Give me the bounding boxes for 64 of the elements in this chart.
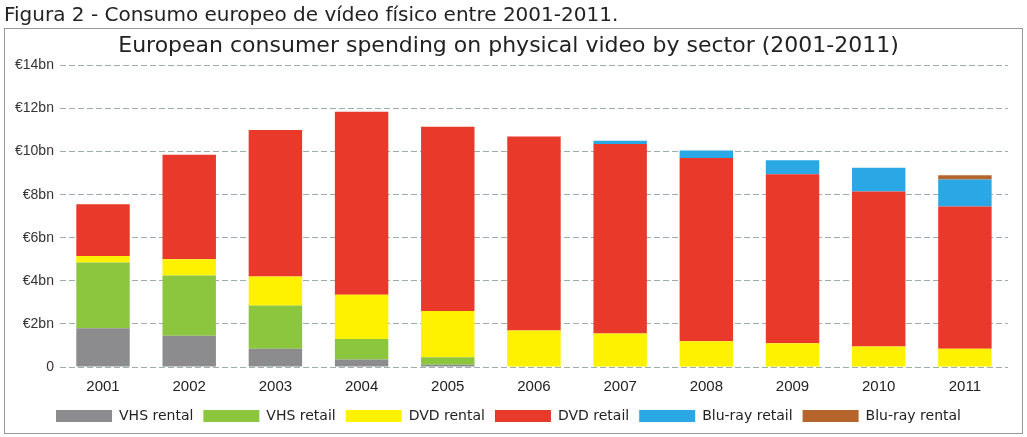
bar xyxy=(334,111,389,295)
y-tick-label: €6bn xyxy=(22,228,54,245)
x-tick-label: 2011 xyxy=(948,377,982,395)
bar xyxy=(334,294,389,339)
bar xyxy=(76,262,130,329)
x-tick-label: 2002 xyxy=(172,377,206,395)
bar xyxy=(421,357,475,365)
bar xyxy=(76,256,130,263)
y-tick-label: €8bn xyxy=(22,185,54,202)
chart-subtitle: European consumer spending on physical video by sector (2001-2011) xyxy=(118,31,899,57)
bar xyxy=(421,310,475,358)
bar xyxy=(679,150,734,159)
x-tick-label: 2001 xyxy=(86,377,120,395)
bar xyxy=(679,158,734,342)
bar xyxy=(421,126,475,311)
y-tick-label: €4bn xyxy=(22,271,54,288)
bar xyxy=(76,204,130,257)
bar xyxy=(852,346,906,367)
y-tick-label: €12bn xyxy=(14,99,54,116)
bar xyxy=(162,154,216,260)
bar xyxy=(248,348,303,367)
bar xyxy=(162,259,216,276)
bar xyxy=(852,167,906,192)
bar xyxy=(507,330,561,367)
bar xyxy=(765,174,820,344)
x-tick-label: 2004 xyxy=(344,377,379,395)
legend-label: Blu-ray retail xyxy=(702,406,793,423)
bar xyxy=(334,338,389,360)
bar xyxy=(765,160,820,175)
x-tick-label: 2005 xyxy=(431,377,465,395)
chart-title: Figura 2 - Consumo europeo de vídeo físico entre 2001-2011. xyxy=(3,1,620,28)
bar xyxy=(507,136,561,331)
bar xyxy=(938,348,992,367)
x-tick-label: 2008 xyxy=(689,377,724,395)
x-tick-label: 2003 xyxy=(258,377,293,395)
y-tick-label: €14bn xyxy=(14,56,54,73)
legend-label: DVD retail xyxy=(557,406,630,423)
bar xyxy=(679,341,734,367)
bar xyxy=(334,359,389,367)
bar xyxy=(938,179,992,207)
x-tick-label: 2010 xyxy=(862,377,896,395)
bar xyxy=(938,175,992,180)
bar xyxy=(162,335,216,367)
bar xyxy=(852,191,906,347)
legend-label: VHS retail xyxy=(266,406,336,423)
y-tick-label: 0 xyxy=(46,357,55,374)
legend-label: Blu-ray rental xyxy=(865,406,961,423)
x-tick-label: 2006 xyxy=(517,377,551,395)
x-tick-label: 2009 xyxy=(775,377,810,395)
legend-label: DVD rental xyxy=(408,406,485,423)
bar xyxy=(593,140,647,145)
bar xyxy=(248,305,303,349)
bar xyxy=(162,275,216,336)
y-tick-label: €10bn xyxy=(14,142,54,159)
bar xyxy=(76,328,130,367)
bar xyxy=(248,276,303,306)
bar xyxy=(765,343,820,367)
bar xyxy=(593,333,647,367)
bar xyxy=(593,144,647,334)
bar xyxy=(248,130,303,277)
x-tick-label: 2007 xyxy=(603,377,637,395)
y-tick-label: €2bn xyxy=(22,314,54,331)
legend-label: VHS rental xyxy=(119,406,194,423)
bar xyxy=(938,206,992,349)
